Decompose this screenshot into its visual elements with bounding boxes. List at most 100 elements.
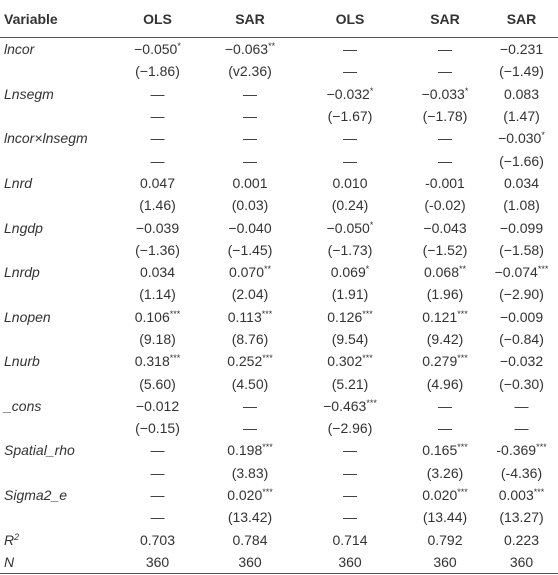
cell-text: 0.121	[422, 308, 458, 325]
t-row: — — — — (−1.66)	[0, 149, 558, 171]
cell-text: 0.069	[330, 264, 366, 281]
cell-text: −0.050	[134, 41, 178, 58]
variable-cell: Lngdp	[4, 219, 43, 236]
t-cell: —	[514, 420, 529, 437]
header-cell: OLS	[110, 0, 205, 38]
t-cell: (3.26)	[426, 464, 464, 481]
variable-cell	[0, 283, 110, 305]
coef-cell: −0.063**	[205, 38, 295, 61]
cell-sup: ***	[169, 308, 181, 319]
cell-sup: *	[464, 85, 469, 96]
coef-cell: 0.165***	[405, 439, 485, 461]
coef-cell: 0.223	[503, 531, 540, 548]
cell-text: −0.030	[498, 130, 542, 147]
coef-cell: 360	[295, 550, 405, 575]
t-row: (1.46) (0.03) (0.24) (-0.02) (1.08)	[0, 194, 558, 216]
t-cell: (3.83)	[231, 464, 269, 481]
coef-cell: −0.032*	[295, 83, 405, 105]
coef-row: lncor×lnsegm — — — — −0.030*	[0, 127, 558, 149]
coef-cell: 0.020***	[205, 484, 295, 506]
cell-sup: ***	[262, 487, 273, 498]
cell-sup: *	[177, 41, 181, 52]
t-cell: (−2.90)	[499, 286, 544, 303]
t-cell: (−1.67)	[327, 108, 373, 125]
coef-cell: 0.003***	[485, 484, 558, 506]
cell-text: 0.252	[227, 353, 263, 370]
t-cell: —	[343, 509, 357, 526]
t-cell: (8.76)	[231, 331, 269, 347]
coef-row: Lnurb 0.318*** 0.252*** 0.302*** 0.279*** −0.…	[0, 350, 558, 372]
t-row: — — (−1.67) (−1.78) (1.47)	[0, 105, 558, 127]
t-cell: —	[343, 152, 357, 169]
t-cell: (0.24)	[331, 197, 369, 214]
coef-cell: —	[343, 487, 357, 504]
t-row: (1.14) (2.04) (1.91) (1.96) (−2.90)	[0, 283, 558, 305]
coef-cell: 0.047	[139, 174, 176, 191]
t-row: (−1.36) (−1.45) (−1.73) (−1.52) (−1.58)	[0, 239, 558, 261]
cell-text: 0.198	[227, 442, 263, 459]
t-cell: (−1.45)	[227, 241, 273, 258]
coef-cell: 0.070**	[205, 261, 295, 283]
coef-cell: 0.302***	[295, 350, 405, 372]
coef-row: Lnsegm — — −0.032* −0.033* 0.083	[0, 83, 558, 105]
t-cell: (2.04)	[231, 286, 269, 303]
t-cell: (0.03)	[231, 197, 269, 214]
cell-sup: ***	[537, 264, 549, 275]
variable-cell: R2	[0, 529, 110, 551]
coef-row: Lnrd 0.047 0.001 0.010 -0.001 0.034	[0, 172, 558, 194]
coef-cell: 0.784	[232, 531, 268, 548]
header-cell: SAR	[405, 0, 485, 38]
cell-text: −0.033	[421, 85, 465, 102]
t-cell: (4.96)	[426, 375, 464, 392]
coef-cell: 0.083	[503, 85, 540, 102]
coef-cell: −0.033*	[405, 83, 485, 105]
t-cell: (1.91)	[331, 286, 369, 303]
t-cell: (−1.86)	[135, 63, 180, 80]
coef-cell: 0.279***	[405, 350, 485, 372]
header-cell: Variable	[0, 0, 110, 38]
t-cell: (5.21)	[331, 375, 369, 392]
header-row: Variable OLS SAR OLS SAR SAR	[0, 0, 558, 38]
coef-cell: —	[243, 130, 257, 147]
coef-cell: 360	[485, 550, 558, 575]
coef-cell: 0.034	[139, 264, 176, 281]
table-body: lncor −0.050* −0.063** — — −0.231 (−1.86) (v2.3…	[0, 38, 558, 575]
coef-row: Lnopen 0.106*** 0.113*** 0.126*** 0.121*** −0…	[0, 306, 558, 328]
t-cell: (−1.58)	[499, 241, 544, 258]
cell-sup: **	[459, 264, 467, 275]
coef-cell: −0.231	[499, 41, 544, 58]
coef-cell: −0.012	[135, 397, 180, 414]
coef-cell: 0.198***	[205, 439, 295, 461]
t-cell: —	[150, 108, 165, 125]
cell-sup: ***	[457, 308, 468, 319]
coef-cell: —	[150, 487, 165, 504]
coef-cell: —	[243, 397, 257, 414]
variable-cell	[0, 372, 110, 394]
cell-sup: ***	[457, 442, 468, 453]
cell-text: 0.020	[422, 487, 458, 504]
t-cell: (9.18)	[139, 331, 176, 347]
cell-sup: ***	[262, 353, 273, 364]
coef-cell: 0.020***	[405, 484, 485, 506]
t-row: (−0.15) — (−2.96) — —	[0, 417, 558, 439]
cell-text: 0.279	[422, 353, 458, 370]
coef-cell: —	[438, 130, 452, 147]
cell-text: 0.318	[134, 353, 170, 370]
variable-cell: _cons	[4, 397, 42, 414]
variable-cell: Lnsegm	[4, 85, 54, 102]
cell-text: −0.063	[224, 41, 269, 58]
t-row: (5.60) (4.50) (5.21) (4.96) (−0.30)	[0, 372, 558, 394]
cell-sup: ***	[366, 397, 377, 408]
cell-text: 0.165	[422, 442, 458, 459]
coef-row: Spatial_rho —0.198*** —0.165*** -0.369***	[0, 439, 558, 461]
t-row: — (3.83) — (3.26) (-4.36)	[0, 462, 558, 484]
coef-cell: 360	[405, 550, 485, 575]
coef-cell: 0.703	[139, 531, 176, 548]
t-cell: (−1.66)	[499, 152, 544, 169]
cell-sup: **	[264, 264, 272, 275]
t-cell: (−2.96)	[327, 420, 373, 437]
t-cell: (1.14)	[139, 286, 176, 303]
coef-cell: —	[343, 41, 357, 58]
